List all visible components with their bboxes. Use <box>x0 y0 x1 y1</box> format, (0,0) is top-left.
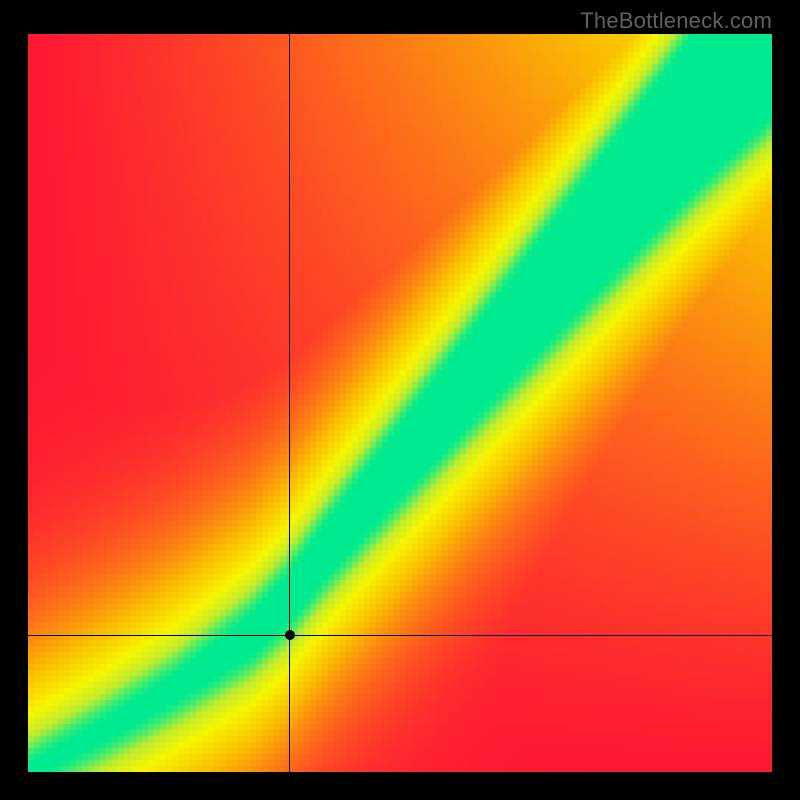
heatmap-canvas <box>28 34 772 772</box>
crosshair-marker <box>285 630 295 640</box>
watermark-text: TheBottleneck.com <box>580 8 772 34</box>
plot-area <box>28 34 772 772</box>
chart-container: TheBottleneck.com <box>0 0 800 800</box>
crosshair-horizontal <box>28 635 772 636</box>
crosshair-vertical <box>289 34 290 772</box>
